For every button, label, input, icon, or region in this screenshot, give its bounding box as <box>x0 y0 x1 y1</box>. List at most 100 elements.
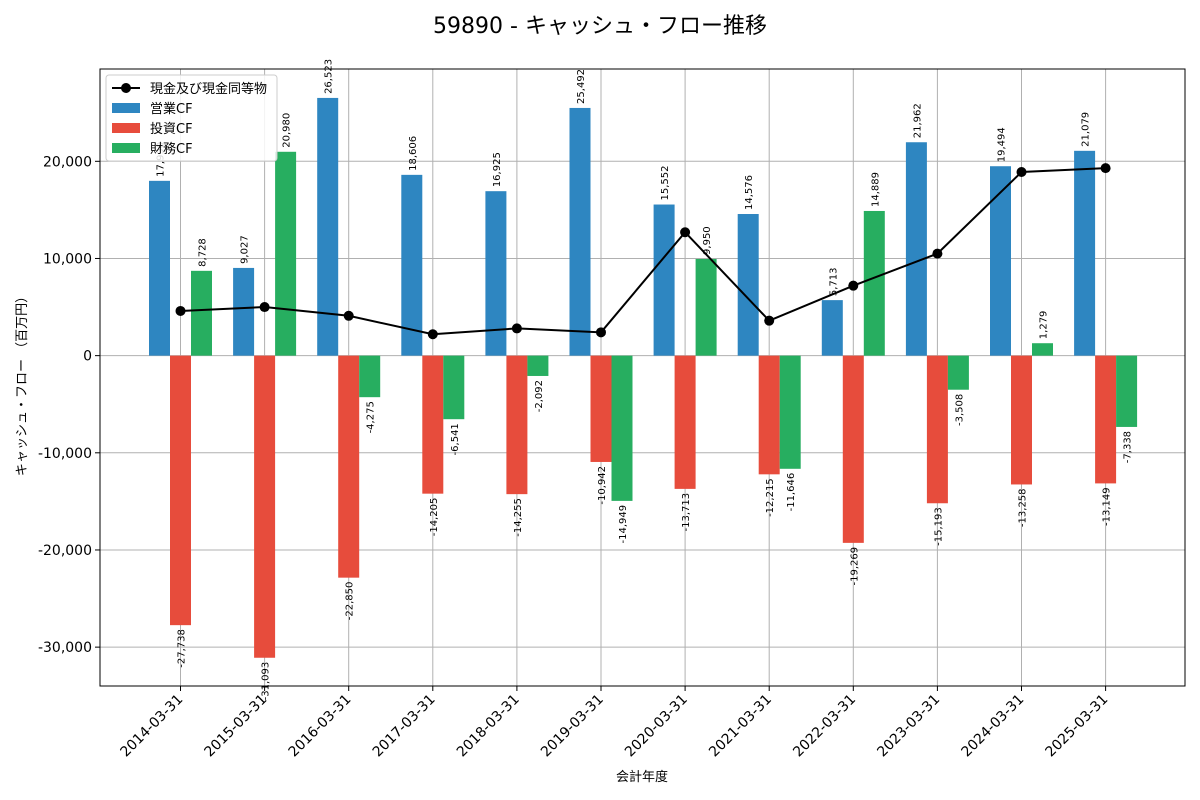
x-tick-label: 2018-03-31 <box>454 692 523 761</box>
bar-投資CF-2020-03-31 <box>674 355 696 489</box>
bar-財務CF-2017-03-31 <box>443 355 465 420</box>
legend-swatch <box>112 123 140 133</box>
data-label: -2,092 <box>534 380 545 412</box>
x-tick-label: 2020-03-31 <box>622 692 691 761</box>
data-label: -13,149 <box>1102 487 1113 526</box>
data-label: 16,925 <box>492 152 503 187</box>
plot-frame <box>99 68 1186 687</box>
bar-財務CF-2022-03-31 <box>863 210 885 356</box>
bar-営業CF-2023-03-31 <box>905 142 927 356</box>
y-tick-label: -20,000 <box>38 543 92 559</box>
data-label: -4,275 <box>366 401 377 433</box>
legend-label: 現金及び現金同等物 <box>150 81 267 97</box>
bar-営業CF-2018-03-31 <box>485 191 507 356</box>
y-axis-ticks: -30,000 -20,000 -10,000 0 10,000 20,000 <box>38 154 100 656</box>
y-tick-label: -30,000 <box>38 640 92 656</box>
legend-label: 財務CF <box>150 142 193 157</box>
legend-label: 投資CF <box>150 121 193 137</box>
data-label: 9,950 <box>702 226 713 255</box>
cash-point <box>764 315 775 326</box>
data-label: -13,713 <box>681 493 692 532</box>
y-tick-label: 0 <box>83 349 92 365</box>
data-label: -19,269 <box>849 547 860 586</box>
bar-投資CF-2014-03-31 <box>170 355 191 626</box>
x-tick-label: 2023-03-31 <box>874 692 943 761</box>
x-tick-label: 2014-03-31 <box>117 692 186 761</box>
x-tick-label: 2015-03-31 <box>202 692 271 761</box>
bar-投資CF-2017-03-31 <box>422 355 444 494</box>
legend-swatch <box>112 143 140 153</box>
bar-財務CF-2019-03-31 <box>611 355 633 501</box>
bar-投資CF-2021-03-31 <box>758 355 780 475</box>
x-tick-label: 2019-03-31 <box>538 692 607 761</box>
data-label: -3,508 <box>954 394 965 426</box>
y-tick-label: -10,000 <box>38 446 92 462</box>
legend-label: 営業CF <box>150 101 193 117</box>
cash-point <box>427 329 438 340</box>
cash-point <box>680 227 691 238</box>
cash-point <box>175 305 186 316</box>
cash-point <box>1100 163 1111 174</box>
data-label: 19,494 <box>997 127 1008 162</box>
bar-営業CF-2021-03-31 <box>737 214 759 356</box>
data-label: 5,713 <box>828 267 839 296</box>
data-label: 18,606 <box>408 136 419 171</box>
bar-投資CF-2025-03-31 <box>1095 355 1117 484</box>
cash-point <box>259 302 270 313</box>
bar-財務CF-2018-03-31 <box>527 355 549 376</box>
bar-財務CF-2014-03-31 <box>191 270 212 356</box>
cash-point <box>596 327 606 338</box>
data-label: -6,541 <box>450 423 461 455</box>
cash-line <box>175 163 1111 340</box>
cash-line-path <box>180 167 1106 336</box>
legend-box <box>105 74 278 162</box>
data-labels: 17,9909,02726,52318,60616,92525,49215,55… <box>156 59 1134 700</box>
bar-営業CF-2015-03-31 <box>233 267 255 356</box>
data-label: 14,889 <box>870 172 881 207</box>
data-label: -13,258 <box>1018 488 1029 527</box>
x-tick-label: 2017-03-31 <box>370 692 439 761</box>
data-label: -31,093 <box>261 662 272 701</box>
data-label: -10,942 <box>597 466 608 505</box>
bar-投資CF-2022-03-31 <box>842 355 864 543</box>
bar-営業CF-2014-03-31 <box>149 180 170 356</box>
x-axis-label: 会計年度 <box>616 769 668 785</box>
cash-point <box>511 323 522 334</box>
data-label: 25,492 <box>576 69 587 104</box>
bar-財務CF-2023-03-31 <box>947 355 969 390</box>
data-label: 8,728 <box>198 238 209 267</box>
bar-投資CF-2019-03-31 <box>590 355 612 462</box>
data-label: 9,027 <box>240 235 251 264</box>
y-tick-label: 10,000 <box>43 251 92 267</box>
data-label: -14,949 <box>618 505 629 544</box>
bar-営業CF-2016-03-31 <box>317 97 339 356</box>
bars <box>149 97 1138 658</box>
bar-財務CF-2015-03-31 <box>275 151 297 356</box>
data-label: -22,850 <box>345 582 356 621</box>
x-tick-label: 2021-03-31 <box>706 692 775 761</box>
data-label: 21,079 <box>1081 112 1092 147</box>
cash-point <box>1016 166 1027 177</box>
bar-投資CF-2015-03-31 <box>254 355 276 658</box>
data-label: -14,205 <box>429 498 440 537</box>
bar-営業CF-2017-03-31 <box>401 174 423 356</box>
y-tick-label: 20,000 <box>43 154 92 170</box>
legend-marker <box>121 83 131 93</box>
bar-財務CF-2024-03-31 <box>1032 343 1053 356</box>
legend-swatch <box>112 103 140 113</box>
bar-財務CF-2025-03-31 <box>1116 355 1138 427</box>
x-tick-label: 2025-03-31 <box>1043 692 1112 761</box>
data-label: -12,215 <box>765 478 776 517</box>
data-label: 20,980 <box>282 113 293 148</box>
bar-財務CF-2016-03-31 <box>359 355 381 398</box>
data-label: -15,193 <box>933 507 944 546</box>
data-label: 21,962 <box>912 103 923 138</box>
data-label: -14,255 <box>513 498 524 537</box>
cash-point <box>932 248 943 259</box>
bar-投資CF-2016-03-31 <box>338 355 360 578</box>
y-axis-label: キャッシュ・フロー （百万円） <box>15 290 30 476</box>
bar-営業CF-2022-03-31 <box>821 300 843 356</box>
bar-営業CF-2024-03-31 <box>990 166 1011 356</box>
